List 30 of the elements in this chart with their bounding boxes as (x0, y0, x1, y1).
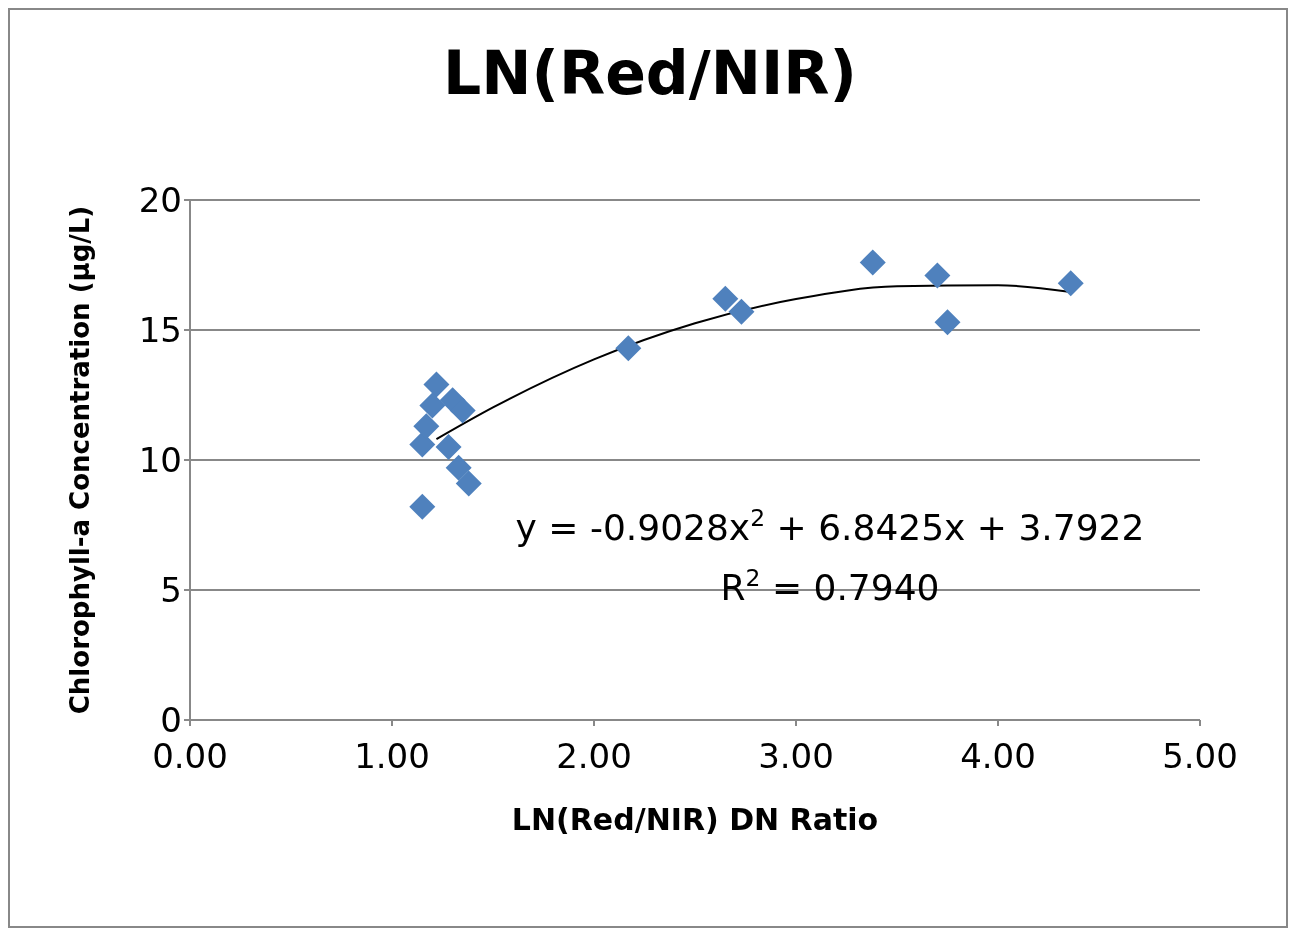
point (409, 431, 436, 458)
point (455, 470, 482, 497)
y-tick-label: 5 (160, 570, 182, 611)
x-axis-title: LN(Red/NIR) DN Ratio (511, 802, 879, 837)
point (934, 309, 961, 336)
point (413, 413, 440, 440)
x-tick-label: 3.00 (758, 736, 834, 777)
point (409, 493, 436, 520)
annotation: y = -0.9028x$^{2}$ + 6.8425x + 3.7922 (515, 504, 1145, 548)
y-tick-label: 20 (138, 180, 182, 221)
x-tick-label: 2.00 (556, 736, 632, 777)
x-tick-label: 5.00 (1162, 736, 1238, 777)
point (423, 371, 450, 398)
point (924, 262, 951, 289)
point (419, 392, 446, 419)
point (445, 454, 472, 481)
y-tick-label: 10 (138, 440, 182, 481)
annotation: R$^{2}$ = 0.7940 (720, 564, 940, 608)
point (435, 434, 462, 460)
x-tick-label: 1.00 (354, 736, 430, 777)
point (728, 298, 755, 325)
point (859, 249, 886, 276)
y-axis-title: Chlorophyll-a Concentration (μg/L) (65, 205, 96, 715)
point (449, 397, 476, 424)
chart-title: LN(Red/NIR) (442, 38, 858, 108)
x-tick-label: 4.00 (960, 736, 1036, 777)
point (1057, 270, 1084, 297)
y-tick-label: 15 (138, 310, 182, 351)
point (712, 285, 739, 312)
point (615, 335, 642, 362)
